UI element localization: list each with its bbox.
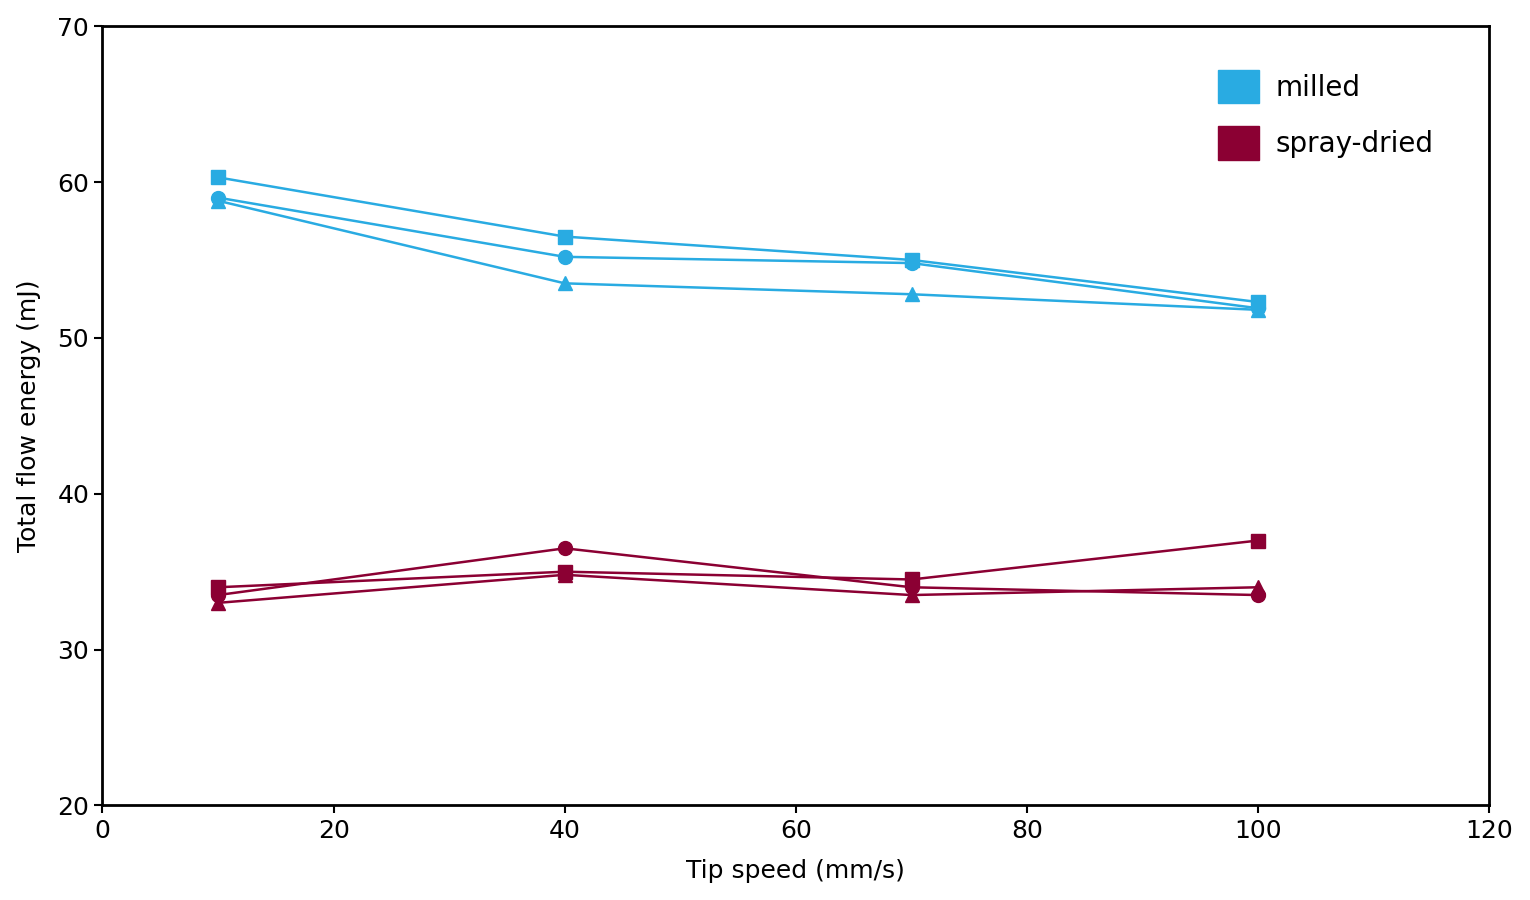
Legend: milled, spray-dried: milled, spray-dried: [1204, 56, 1447, 174]
X-axis label: Tip speed (mm/s): Tip speed (mm/s): [687, 860, 906, 883]
Y-axis label: Total flow energy (mJ): Total flow energy (mJ): [17, 280, 41, 552]
